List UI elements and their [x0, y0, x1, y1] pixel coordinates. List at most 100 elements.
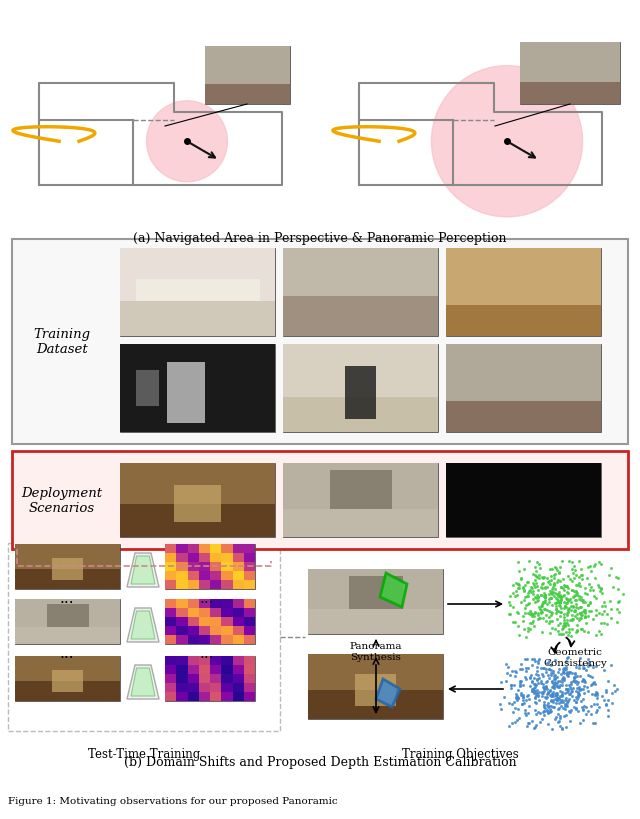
Point	[554, 663, 564, 676]
Point	[556, 601, 566, 614]
Point	[531, 696, 541, 709]
Point	[571, 703, 581, 716]
Point	[592, 686, 602, 699]
Point	[506, 682, 516, 695]
Point	[561, 667, 572, 680]
FancyBboxPatch shape	[221, 665, 232, 674]
Text: Geometric
Consistency: Geometric Consistency	[543, 648, 607, 667]
Point	[544, 575, 554, 588]
FancyBboxPatch shape	[308, 654, 443, 719]
Point	[547, 586, 557, 599]
FancyBboxPatch shape	[244, 683, 255, 692]
Point	[557, 672, 568, 686]
Point	[566, 666, 577, 679]
Point	[540, 691, 550, 704]
Point	[515, 674, 525, 687]
Point	[535, 562, 545, 575]
FancyBboxPatch shape	[308, 654, 443, 719]
Point	[607, 687, 617, 700]
Point	[560, 694, 570, 707]
Point	[532, 673, 542, 686]
Point	[547, 587, 557, 600]
Point	[562, 683, 572, 696]
Point	[555, 617, 565, 630]
FancyBboxPatch shape	[165, 656, 176, 665]
Point	[579, 662, 589, 675]
Point	[562, 666, 572, 679]
Point	[606, 562, 616, 575]
Point	[580, 595, 591, 609]
Point	[518, 581, 528, 595]
Point	[532, 683, 542, 696]
Point	[555, 690, 565, 703]
Point	[548, 577, 559, 590]
Point	[540, 681, 550, 695]
Point	[547, 681, 557, 694]
Point	[574, 590, 584, 603]
Point	[557, 678, 568, 691]
Point	[565, 706, 575, 719]
Point	[518, 693, 529, 706]
Point	[583, 653, 593, 666]
Point	[519, 585, 529, 598]
FancyBboxPatch shape	[210, 572, 221, 581]
Point	[545, 584, 555, 597]
Point	[580, 607, 590, 620]
Point	[561, 592, 572, 605]
Point	[612, 582, 623, 595]
FancyBboxPatch shape	[520, 43, 620, 105]
Point	[553, 708, 563, 721]
Point	[566, 686, 577, 699]
Point	[524, 585, 534, 598]
Point	[571, 695, 581, 708]
FancyBboxPatch shape	[210, 609, 221, 618]
Point	[524, 597, 534, 610]
Point	[573, 601, 583, 614]
Point	[529, 671, 539, 684]
Point	[568, 600, 578, 613]
FancyBboxPatch shape	[244, 572, 255, 581]
Point	[531, 708, 541, 721]
Point	[516, 689, 526, 702]
Point	[513, 578, 524, 591]
Point	[577, 569, 587, 582]
Point	[513, 692, 523, 705]
Point	[561, 698, 572, 711]
Point	[522, 706, 532, 719]
Point	[557, 676, 567, 689]
Point	[518, 594, 529, 607]
Point	[561, 683, 571, 696]
Point	[515, 629, 525, 642]
Point	[551, 600, 561, 613]
Point	[577, 594, 588, 607]
Point	[522, 694, 532, 707]
Point	[517, 698, 527, 711]
Point	[567, 622, 577, 636]
Point	[508, 679, 518, 692]
Point	[531, 592, 541, 605]
Point	[599, 694, 609, 707]
Point	[549, 672, 559, 686]
Point	[572, 677, 582, 690]
FancyBboxPatch shape	[221, 692, 232, 701]
Point	[575, 651, 585, 664]
Point	[553, 587, 563, 600]
Point	[568, 613, 579, 626]
Point	[495, 676, 506, 689]
Point	[578, 595, 588, 609]
Point	[559, 709, 570, 722]
Point	[598, 618, 609, 631]
Point	[598, 595, 609, 609]
Point	[566, 704, 576, 717]
Point	[562, 613, 572, 627]
Point	[591, 591, 601, 604]
Point	[603, 694, 613, 707]
Point	[571, 584, 581, 597]
Point	[557, 622, 568, 636]
Point	[555, 679, 565, 692]
Point	[563, 581, 573, 595]
FancyBboxPatch shape	[188, 572, 199, 581]
Point	[582, 572, 592, 585]
Point	[570, 605, 580, 618]
Point	[534, 686, 544, 699]
